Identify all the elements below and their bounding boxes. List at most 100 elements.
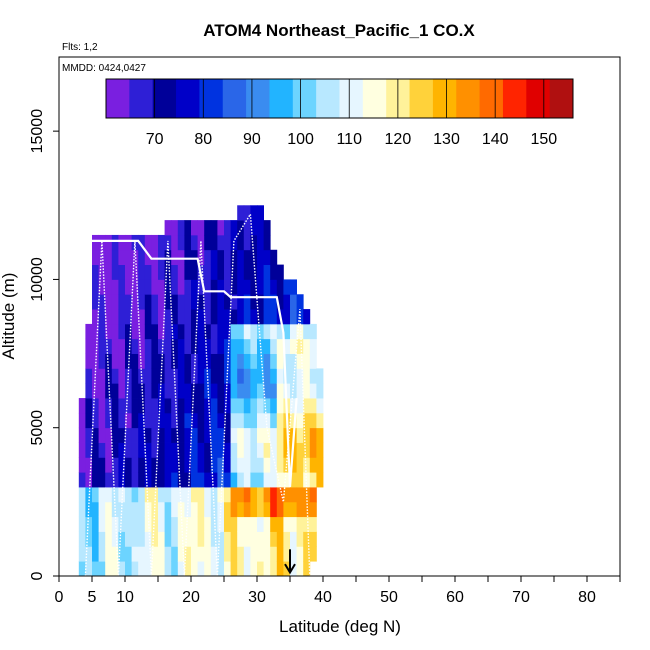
heatmap-cell bbox=[151, 353, 159, 369]
heatmap-cell bbox=[125, 234, 132, 251]
heatmap-cell bbox=[276, 487, 284, 503]
heatmap-cell bbox=[230, 487, 238, 503]
heatmap-cell bbox=[151, 561, 159, 577]
heatmap-cell bbox=[250, 398, 258, 414]
heatmap-cell bbox=[217, 323, 225, 340]
heatmap-cell bbox=[111, 398, 119, 414]
heatmap-cell bbox=[257, 412, 264, 429]
heatmap-cell bbox=[125, 472, 132, 488]
heatmap-cell bbox=[191, 279, 198, 295]
heatmap-cell bbox=[92, 294, 99, 310]
heatmap-cell bbox=[224, 264, 231, 280]
heatmap-cell bbox=[105, 368, 113, 384]
heatmap-cell bbox=[151, 516, 159, 532]
heatmap-cell bbox=[144, 561, 152, 577]
colorbar-swatch bbox=[292, 79, 317, 118]
heatmap-cell bbox=[263, 487, 271, 503]
heatmap-cell bbox=[224, 338, 231, 354]
heatmap-cell bbox=[237, 383, 245, 399]
heatmap-cell bbox=[191, 383, 198, 399]
heatmap-cell bbox=[257, 279, 264, 295]
heatmap-cell bbox=[98, 487, 106, 503]
heatmap-cell bbox=[151, 531, 159, 547]
heatmap-cell bbox=[144, 531, 152, 547]
heatmap-cell bbox=[296, 472, 304, 488]
heatmap-cell bbox=[309, 546, 317, 562]
heatmap-cell bbox=[243, 442, 251, 458]
heatmap-cell bbox=[237, 353, 245, 369]
heatmap-cell bbox=[138, 531, 146, 547]
heatmap-cell bbox=[118, 561, 126, 577]
heatmap-cell bbox=[230, 457, 238, 473]
heatmap-cell bbox=[276, 516, 284, 532]
heatmap-cell bbox=[171, 309, 179, 325]
heatmap-cell bbox=[283, 353, 291, 369]
colorbar-swatch bbox=[339, 79, 364, 118]
heatmap-cell bbox=[316, 427, 324, 443]
heatmap-cell bbox=[257, 487, 264, 503]
heatmap-cell bbox=[118, 531, 126, 547]
heatmap-cell bbox=[290, 516, 297, 532]
heatmap-cell bbox=[309, 516, 317, 532]
heatmap-cell bbox=[237, 531, 245, 547]
heatmap-cell bbox=[158, 249, 165, 265]
heatmap-cell bbox=[92, 457, 99, 473]
heatmap-cell bbox=[78, 442, 86, 458]
heatmap-cell bbox=[105, 383, 113, 399]
heatmap-cell bbox=[164, 368, 172, 384]
heatmap-cell bbox=[98, 546, 106, 562]
heatmap-cell bbox=[296, 338, 304, 354]
heatmap-cell bbox=[98, 323, 106, 340]
heatmap-cell bbox=[204, 501, 212, 518]
heatmap-cell bbox=[204, 353, 212, 369]
heatmap-cell bbox=[105, 279, 113, 295]
heatmap-cell bbox=[257, 264, 264, 280]
heatmap-cell bbox=[191, 220, 198, 236]
heatmap-cell bbox=[131, 398, 139, 414]
heatmap-cell bbox=[217, 264, 225, 280]
heatmap-cell bbox=[197, 368, 205, 384]
heatmap-cell bbox=[230, 220, 238, 236]
heatmap-cell bbox=[164, 546, 172, 562]
heatmap-cell bbox=[296, 294, 304, 310]
heatmap-cell bbox=[210, 546, 218, 562]
colorbar-tick-label: 110 bbox=[336, 131, 362, 148]
heatmap-cell bbox=[78, 472, 86, 488]
heatmap-cell bbox=[210, 353, 218, 369]
heatmap-cell bbox=[237, 561, 245, 577]
heatmap-cell bbox=[276, 353, 284, 369]
heatmap-cell bbox=[105, 487, 113, 503]
heatmap-cell bbox=[217, 412, 225, 429]
heatmap-cell bbox=[191, 457, 198, 473]
heatmap-cell bbox=[263, 516, 271, 532]
heatmap-cell bbox=[210, 234, 218, 251]
heatmap-cell bbox=[105, 412, 113, 429]
heatmap-cell bbox=[237, 398, 245, 414]
heatmap-cell bbox=[78, 501, 86, 518]
heatmap-cell bbox=[303, 427, 311, 443]
heatmap-cell bbox=[217, 309, 225, 325]
heatmap-cell bbox=[131, 338, 139, 354]
heatmap-cell bbox=[164, 427, 172, 443]
heatmap-cell bbox=[144, 457, 152, 473]
heatmap-cell bbox=[118, 309, 126, 325]
heatmap-cell bbox=[263, 309, 271, 325]
heatmap-cell bbox=[237, 279, 245, 295]
heatmap-cell bbox=[105, 323, 113, 340]
heatmap-cell bbox=[224, 487, 231, 503]
heatmap-cell bbox=[243, 546, 251, 562]
heatmap-cell bbox=[111, 472, 119, 488]
heatmap-cell bbox=[164, 353, 172, 369]
colorbar-swatch bbox=[106, 79, 130, 118]
heatmap-cell bbox=[270, 531, 278, 547]
heatmap-cell bbox=[217, 279, 225, 295]
heatmap-cell bbox=[125, 398, 132, 414]
heatmap-cell bbox=[164, 412, 172, 429]
heatmap-cell bbox=[92, 309, 99, 325]
heatmap-cell bbox=[184, 309, 192, 325]
heatmap-cell bbox=[316, 412, 324, 429]
heatmap-cell bbox=[138, 249, 146, 265]
heatmap-cell bbox=[164, 249, 172, 265]
heatmap-cell bbox=[184, 472, 192, 488]
heatmap-cell bbox=[92, 427, 99, 443]
